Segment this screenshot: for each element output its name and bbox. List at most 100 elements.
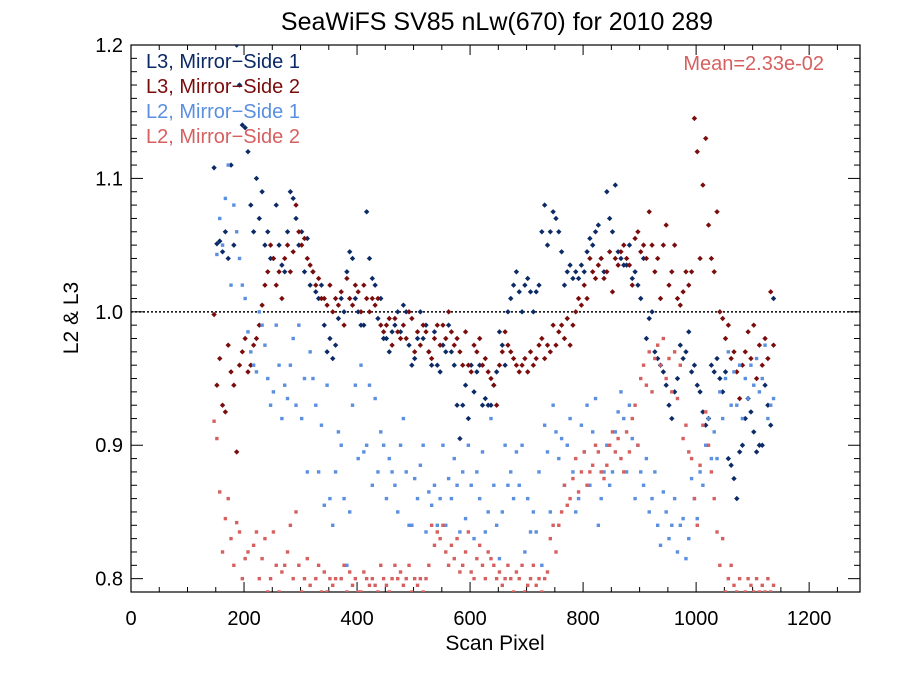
data-point <box>401 416 406 421</box>
data-point <box>257 576 261 581</box>
data-point <box>661 490 666 494</box>
data-point <box>449 496 454 501</box>
data-point <box>327 335 333 342</box>
data-point <box>250 229 257 235</box>
data-point <box>494 523 499 527</box>
data-point <box>364 443 369 447</box>
data-point <box>763 590 767 592</box>
data-point <box>397 335 404 342</box>
data-point <box>217 238 223 244</box>
data-point <box>533 355 539 362</box>
data-point <box>488 375 494 382</box>
data-point <box>458 530 462 534</box>
data-point <box>233 45 240 48</box>
data-point <box>460 402 466 408</box>
data-point <box>396 576 400 581</box>
data-point <box>666 402 672 408</box>
data-point <box>284 229 291 235</box>
data-point <box>629 275 635 282</box>
data-point <box>505 309 511 315</box>
data-point <box>695 523 699 527</box>
data-point <box>319 590 324 592</box>
data-point <box>556 329 562 335</box>
data-point <box>274 563 278 568</box>
series-3-points <box>215 163 776 568</box>
data-point <box>359 590 363 592</box>
data-point <box>607 483 612 487</box>
data-point <box>647 510 651 514</box>
data-point <box>392 315 398 322</box>
data-point <box>735 590 739 592</box>
data-point <box>324 302 330 308</box>
data-point <box>393 563 397 568</box>
data-point <box>288 363 293 367</box>
data-point <box>432 483 437 487</box>
data-point <box>476 362 483 368</box>
data-point <box>505 342 511 348</box>
data-point <box>355 309 361 315</box>
data-point <box>602 470 606 474</box>
legend-entry: L3, Mirror−Side 1 <box>146 51 300 73</box>
data-point <box>427 490 431 494</box>
data-point <box>576 496 581 501</box>
data-point <box>574 456 578 461</box>
data-point <box>567 342 573 348</box>
data-point <box>590 242 596 248</box>
data-point <box>220 243 225 247</box>
data-point <box>632 235 638 242</box>
data-point <box>369 275 376 282</box>
data-point <box>406 309 412 315</box>
data-point <box>706 416 711 421</box>
data-point <box>223 196 228 201</box>
data-point <box>270 255 277 262</box>
data-point <box>709 470 714 474</box>
data-point <box>768 422 774 428</box>
data-point <box>688 269 695 275</box>
data-point <box>344 269 350 275</box>
data-point <box>379 563 383 568</box>
data-point <box>254 530 259 534</box>
data-point <box>316 563 321 568</box>
data-point <box>475 470 479 474</box>
data-point <box>708 362 715 368</box>
data-point <box>705 222 712 228</box>
data-point <box>287 189 294 195</box>
data-point <box>520 563 524 568</box>
data-point <box>533 289 539 295</box>
data-point <box>561 335 568 342</box>
data-point <box>680 355 686 362</box>
data-point <box>483 576 488 581</box>
data-point <box>527 289 534 295</box>
data-point <box>350 583 355 588</box>
data-point <box>706 443 711 447</box>
data-point <box>339 576 343 581</box>
data-point <box>236 362 243 368</box>
data-point <box>606 215 613 222</box>
data-point <box>627 403 632 407</box>
data-point <box>472 536 476 541</box>
data-point <box>513 269 520 275</box>
data-point <box>607 443 612 447</box>
data-point <box>517 576 521 581</box>
data-point <box>547 349 554 355</box>
data-point <box>445 309 452 315</box>
data-point <box>728 462 734 468</box>
data-point <box>540 563 544 568</box>
data-point <box>601 269 607 275</box>
data-point <box>663 382 669 388</box>
data-point <box>545 570 550 574</box>
data-point <box>239 349 246 355</box>
data-point <box>268 403 273 407</box>
data-point <box>646 315 652 322</box>
data-point <box>599 496 603 501</box>
data-point <box>506 563 510 568</box>
data-point <box>271 390 276 394</box>
data-point <box>437 369 443 375</box>
plot-frame <box>130 44 861 593</box>
data-point <box>643 255 650 262</box>
data-point <box>609 289 616 295</box>
data-point <box>434 362 440 368</box>
data-point <box>414 335 421 342</box>
data-point <box>435 530 439 534</box>
data-point <box>477 496 482 501</box>
